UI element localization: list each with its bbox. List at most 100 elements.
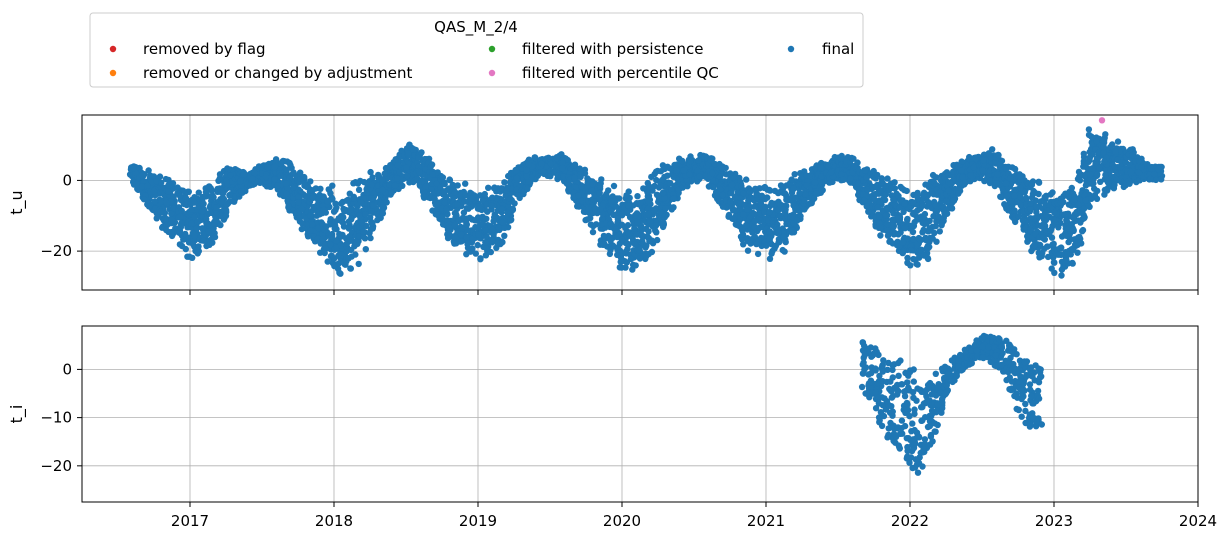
data-point	[430, 172, 436, 178]
data-point	[904, 255, 910, 261]
data-point	[523, 167, 529, 173]
data-point	[766, 187, 772, 193]
data-point	[469, 195, 475, 201]
data-point	[608, 198, 614, 204]
legend: QAS_M_2/4 removed by flag removed or cha…	[90, 13, 863, 87]
data-point	[802, 192, 808, 198]
data-point	[643, 253, 649, 259]
data-point	[320, 236, 326, 242]
data-point	[673, 167, 679, 173]
data-point	[278, 173, 284, 179]
data-point	[1092, 192, 1098, 198]
data-point	[368, 226, 374, 232]
data-point	[1044, 243, 1050, 249]
data-point	[183, 246, 189, 252]
data-point	[188, 221, 194, 227]
data-point	[453, 210, 459, 216]
data-point	[1028, 248, 1034, 254]
data-point	[205, 228, 211, 234]
data-point	[367, 235, 373, 241]
data-point	[368, 208, 374, 214]
data-point	[994, 171, 1000, 177]
data-point	[876, 213, 882, 219]
data-point	[404, 173, 410, 179]
data-point	[333, 237, 339, 243]
data-point	[1003, 165, 1009, 171]
data-point	[873, 183, 879, 189]
data-point	[324, 198, 330, 204]
data-point	[177, 213, 183, 219]
data-point	[328, 233, 334, 239]
data-point	[263, 174, 269, 180]
data-point	[1115, 138, 1121, 144]
data-point	[622, 225, 628, 231]
data-point	[307, 178, 313, 184]
data-point	[1081, 151, 1087, 157]
data-point	[332, 224, 338, 230]
data-point	[777, 189, 783, 195]
data-point	[1042, 194, 1048, 200]
data-point	[503, 188, 509, 194]
data-point	[211, 221, 217, 227]
data-point	[423, 183, 429, 189]
legend-label: final	[822, 40, 854, 58]
data-point	[757, 199, 763, 205]
data-point	[631, 225, 637, 231]
data-point	[1089, 165, 1095, 171]
data-point	[1102, 172, 1108, 178]
data-point	[548, 161, 554, 167]
data-point	[1076, 169, 1082, 175]
data-point	[212, 234, 218, 240]
data-point	[347, 191, 353, 197]
data-point	[838, 156, 844, 162]
data-point	[1079, 228, 1085, 234]
data-point	[923, 220, 929, 226]
data-point	[395, 162, 401, 168]
data-point	[327, 190, 333, 196]
data-point	[597, 206, 603, 212]
data-point	[608, 220, 614, 226]
data-point	[467, 215, 473, 221]
data-point	[980, 157, 986, 163]
data-point	[130, 165, 136, 171]
data-point	[327, 241, 333, 247]
data-point	[317, 186, 323, 192]
data-point	[766, 229, 772, 235]
legend-title: QAS_M_2/4	[434, 18, 518, 37]
legend-label: filtered with percentile QC	[522, 64, 719, 82]
data-point	[403, 165, 409, 171]
data-point	[271, 164, 277, 170]
data-point	[351, 196, 357, 202]
data-point	[947, 180, 953, 186]
data-point	[151, 188, 157, 194]
data-point	[191, 199, 197, 205]
data-point	[224, 201, 230, 207]
data-point	[315, 197, 321, 203]
data-point	[189, 255, 195, 261]
data-point	[451, 240, 457, 246]
data-point	[1052, 217, 1058, 223]
legend-marker-final	[788, 46, 794, 52]
data-point	[943, 207, 949, 213]
data-point	[452, 189, 458, 195]
data-point	[1063, 211, 1069, 217]
data-point	[577, 165, 583, 171]
data-point	[238, 189, 244, 195]
data-point	[861, 197, 867, 203]
data-point	[958, 168, 964, 174]
data-point	[1070, 227, 1076, 233]
data-point	[355, 180, 361, 186]
data-point	[178, 220, 184, 226]
data-point	[670, 204, 676, 210]
data-point	[295, 199, 301, 205]
data-point	[752, 218, 758, 224]
data-point	[477, 256, 483, 262]
legend-marker-percentile-qc	[489, 70, 495, 76]
data-point	[199, 225, 205, 231]
data-point	[249, 176, 255, 182]
data-point	[720, 192, 726, 198]
data-point	[598, 176, 604, 182]
data-point	[490, 218, 496, 224]
data-point	[884, 221, 890, 227]
data-point	[199, 208, 205, 214]
